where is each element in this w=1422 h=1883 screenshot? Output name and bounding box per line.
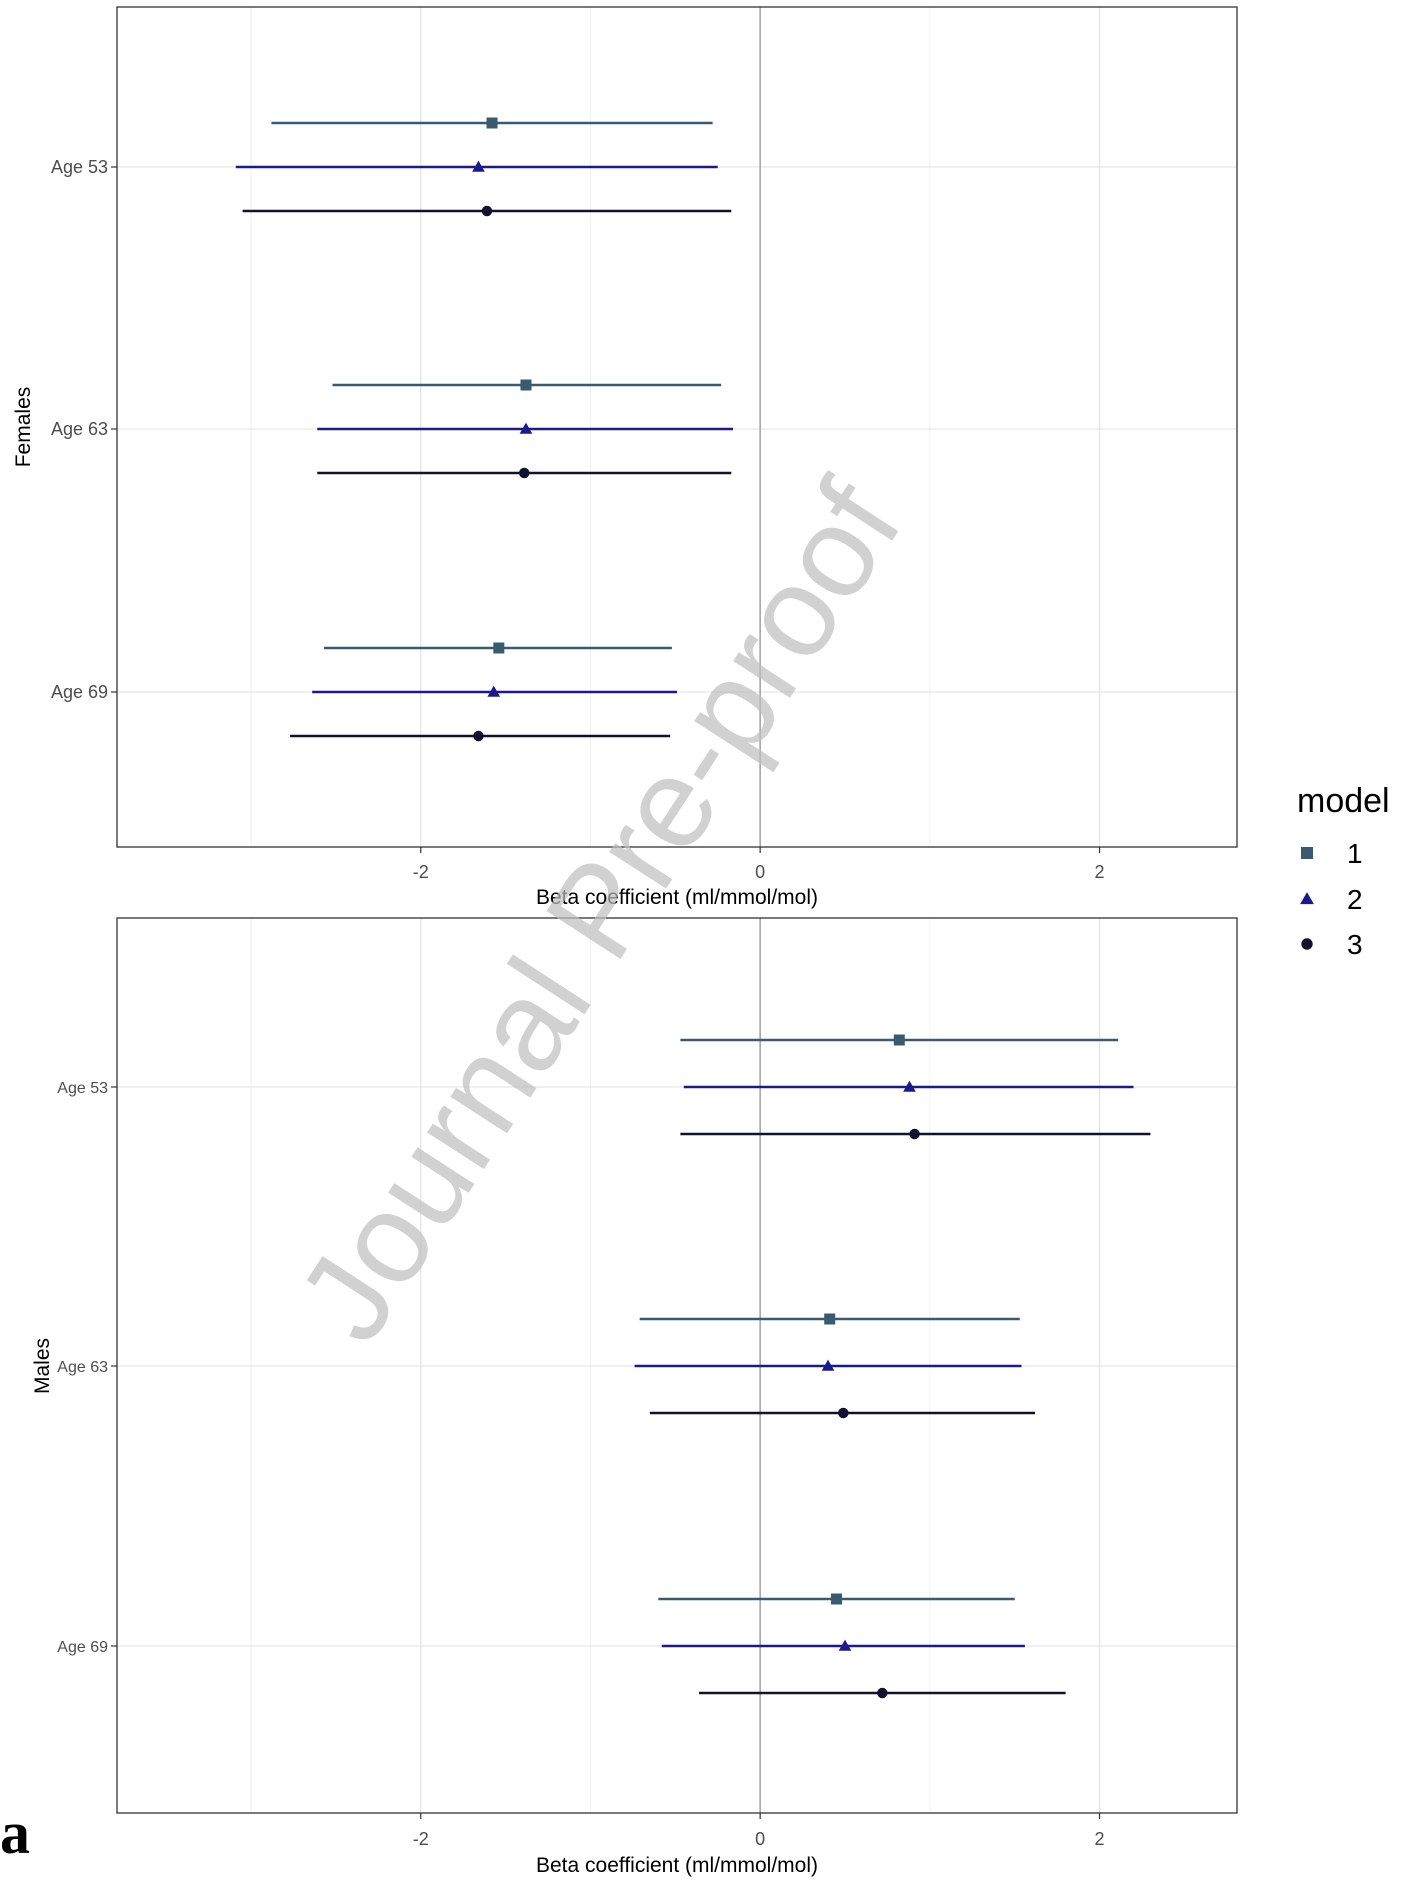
males-point-model-2 <box>838 1639 852 1651</box>
males-y-axis-label: Males <box>31 1338 54 1394</box>
females-point-model-3 <box>473 730 484 742</box>
males-point-model-3 <box>877 1687 888 1699</box>
legend-label-model-2: 2 <box>1347 884 1363 915</box>
legend: model 1 2 3 <box>1297 782 1390 960</box>
males-y-tick-label: Age 53 <box>57 1080 108 1097</box>
females-point-model-1 <box>486 117 498 129</box>
females-x-tick-label: -2 <box>413 862 429 882</box>
females-point-model-2 <box>487 685 501 697</box>
males-x-axis-label: Beta coefficient (ml/mmol/mol) <box>536 1854 818 1877</box>
males-point-model-2 <box>821 1359 835 1371</box>
females-panel: -2 0 2 Age 53 Age 63 Age 69 Beta coefficient… <box>12 6 1238 909</box>
females-point-model-1 <box>520 379 532 391</box>
legend-title: model <box>1297 782 1390 820</box>
legend-key-model-3 <box>1301 938 1313 950</box>
females-x-tick-label: 2 <box>1095 862 1105 882</box>
females-y-tick-label: Age 63 <box>51 419 108 439</box>
females-point-model-2 <box>472 160 485 172</box>
legend-label-model-3: 3 <box>1347 929 1363 960</box>
males-point-model-2 <box>903 1080 916 1092</box>
legend-key-model-1 <box>1301 847 1313 859</box>
females-point-model-3 <box>519 467 530 479</box>
females-x-tick-label: 0 <box>755 862 765 882</box>
males-point-model-3 <box>909 1128 920 1140</box>
males-y-tick-label: Age 63 <box>57 1359 108 1376</box>
males-x-ticks: -2 0 2 <box>413 1813 1105 1849</box>
females-x-ticks: -2 0 2 <box>413 847 1105 882</box>
females-point-model-3 <box>481 205 493 217</box>
males-panel: -2 0 2 Age 53 Age 63 Age 69 Beta coefficient… <box>31 917 1238 1877</box>
males-x-tick-label: 2 <box>1095 1829 1105 1849</box>
males-x-tick-label: -2 <box>413 1829 429 1849</box>
males-y-ticks: Age 53 Age 63 Age 69 <box>57 1080 117 1656</box>
males-point-model-3 <box>838 1407 849 1419</box>
legend-key-model-2 <box>1300 892 1314 905</box>
legend-label-model-1: 1 <box>1347 838 1363 869</box>
females-y-ticks: Age 53 Age 63 Age 69 <box>51 157 117 702</box>
legend-entries: 1 2 3 <box>1300 838 1363 960</box>
females-y-tick-label: Age 69 <box>51 682 108 702</box>
females-gridlines <box>117 7 1237 847</box>
males-y-tick-label: Age 69 <box>57 1639 108 1656</box>
females-x-axis-label: Beta coefficient (ml/mmol/mol) <box>536 886 818 909</box>
females-marks <box>235 7 761 847</box>
males-marks <box>634 918 1151 1813</box>
females-panel-border <box>116 6 1238 848</box>
females-point-model-2 <box>519 422 533 434</box>
males-x-tick-label: 0 <box>755 1829 765 1849</box>
females-point-model-1 <box>493 642 505 654</box>
females-plot-area <box>117 7 1237 847</box>
females-y-axis-label: Females <box>12 387 35 468</box>
panel-letter: a <box>0 1800 30 1866</box>
males-point-model-1 <box>831 1593 843 1605</box>
females-y-tick-label: Age 53 <box>51 157 108 177</box>
males-point-model-1 <box>893 1034 905 1046</box>
males-point-model-1 <box>824 1313 836 1325</box>
